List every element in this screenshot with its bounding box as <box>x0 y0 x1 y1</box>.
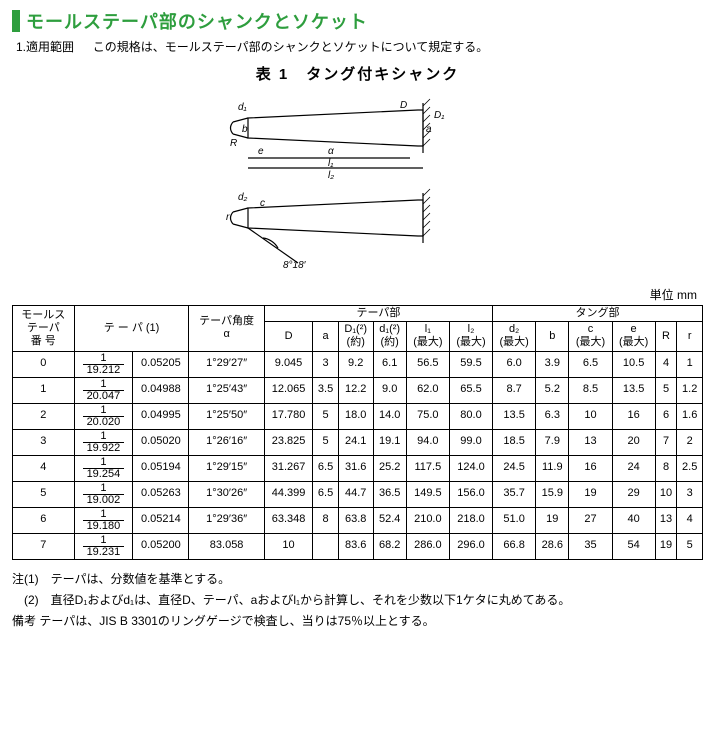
shank-diagram: d₁ b R e α a D D₁ l₁ l₂ d₂ c r 8°18′ <box>188 88 528 278</box>
note-3: 備考 テーパは、JIS B 3301のリングゲージで検査し、当りは75％以上とす… <box>12 612 703 631</box>
svg-text:r: r <box>226 212 230 223</box>
scope-text: この規格は、モールステーパ部のシャンクとソケットについて規定する。 <box>93 40 489 54</box>
svg-text:a: a <box>426 124 432 135</box>
col-e: e(最大) <box>612 322 655 351</box>
col-D1: D₁(²)(約) <box>338 322 373 351</box>
scope-line: 1.適用範囲 この規格は、モールステーパ部のシャンクとソケットについて規定する。 <box>16 38 703 55</box>
col-D: D <box>264 322 313 351</box>
unit-label: 単位 mm <box>12 286 697 303</box>
col-angle: テーパ角度α <box>189 306 264 352</box>
table-row: 1120.0470.049881°25′43″12.0653.512.29.06… <box>13 377 703 403</box>
svg-text:l₁: l₁ <box>328 158 333 169</box>
svg-text:l₂: l₂ <box>328 170 334 181</box>
group-taper: テーパ部 <box>264 306 492 322</box>
col-c: c(最大) <box>569 322 612 351</box>
scope-label: 1.適用範囲 <box>16 40 74 54</box>
svg-text:d₂: d₂ <box>238 192 248 203</box>
table-row: 3119.9220.050201°26′16″23.825524.119.194… <box>13 429 703 455</box>
svg-text:e: e <box>258 146 264 157</box>
group-tang: タング部 <box>493 306 703 322</box>
svg-text:D: D <box>400 100 407 111</box>
table-row: 5119.0020.052631°30′26″44.3996.544.736.5… <box>13 481 703 507</box>
col-d2: d₂(最大) <box>493 322 536 351</box>
svg-text:α: α <box>328 146 334 157</box>
col-R: R <box>655 322 677 351</box>
col-no: モールステーパ番 号 <box>13 306 75 352</box>
table-row: 2120.0200.049951°25′50″17.780518.014.075… <box>13 403 703 429</box>
notes: 注(1) テーパは、分数値を基準とする。 (2) 直径D₁およびd₁は、直径D、… <box>12 570 703 632</box>
col-b: b <box>536 322 569 351</box>
svg-text:R: R <box>230 138 237 149</box>
morse-taper-table: モールステーパ番 号 テ ー パ (1) テーパ角度α テーパ部 タング部 D … <box>12 305 703 560</box>
note-2: (2) 直径D₁およびd₁は、直径D、テーパ、aおよびl₁から計算し、それを少数… <box>12 591 703 610</box>
table-row: 7119.2310.0520083.0581083.668.2286.0296.… <box>13 533 703 559</box>
title-accent-bar <box>12 10 20 32</box>
col-l2: l₂(最大) <box>449 322 492 351</box>
angle-label: 8°18′ <box>283 260 307 271</box>
col-taper: テ ー パ (1) <box>74 306 189 352</box>
svg-text:d₁: d₁ <box>238 102 247 113</box>
svg-text:c: c <box>260 198 265 209</box>
table-row: 6119.1800.052141°29′36″63.348863.852.421… <box>13 507 703 533</box>
table-row: 0119.2120.052051°29′27″9.04539.26.156.55… <box>13 351 703 377</box>
col-r: r <box>677 322 703 351</box>
col-l1: l₁(最大) <box>406 322 449 351</box>
table-caption: 表 1 タング付キシャンク <box>12 63 703 84</box>
title-row: モールステーパ部のシャンクとソケット <box>12 8 703 34</box>
table-row: 4119.2540.051941°29′15″31.2676.531.625.2… <box>13 455 703 481</box>
note-1: 注(1) テーパは、分数値を基準とする。 <box>12 570 703 589</box>
page-title: モールステーパ部のシャンクとソケット <box>26 8 368 34</box>
col-a: a <box>313 322 339 351</box>
svg-text:b: b <box>242 124 248 135</box>
col-d1: d₁(²)(約) <box>373 322 406 351</box>
svg-text:D₁: D₁ <box>434 110 444 121</box>
